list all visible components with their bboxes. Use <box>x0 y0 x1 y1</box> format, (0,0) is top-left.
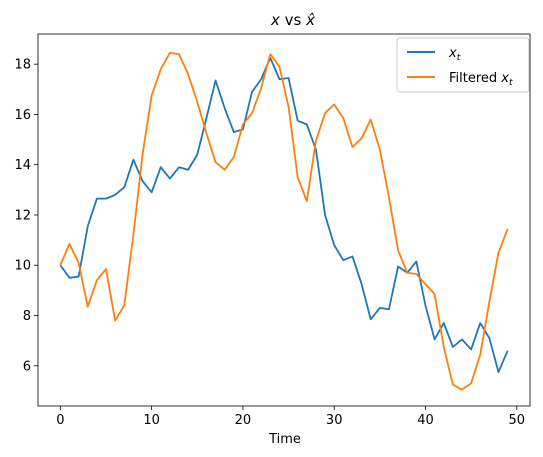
x-tick-label: 50 <box>508 413 525 428</box>
x-axis: 0 10 20 30 40 50 <box>56 406 525 428</box>
series-line-filtered-xt <box>59 51 509 391</box>
chart-title: x vs x̂ <box>270 11 315 29</box>
y-tick-label: 18 <box>14 58 31 73</box>
y-tick-label: 12 <box>14 208 31 223</box>
axes-frame <box>37 33 531 407</box>
x-tick-label: 0 <box>56 413 64 428</box>
legend-label-filtered: Filtered xt <box>449 71 513 88</box>
y-tick-label: 6 <box>23 359 31 374</box>
x-tick-label: 40 <box>417 413 434 428</box>
x-tick-label: 30 <box>326 413 343 428</box>
legend: xt Filtered xt <box>396 37 530 93</box>
x-tick-label: 20 <box>235 413 252 428</box>
y-tick-label: 16 <box>14 108 31 123</box>
x-tick-label: 10 <box>143 413 160 428</box>
y-axis: 6 8 10 12 14 16 18 <box>14 58 38 374</box>
series-layer <box>59 51 509 391</box>
series-line-xt <box>59 56 509 373</box>
legend-label-xt: xt <box>448 46 461 63</box>
y-tick-label: 14 <box>14 158 31 173</box>
y-tick-label: 10 <box>14 259 31 274</box>
y-tick-label: 8 <box>23 309 31 324</box>
x-axis-label: Time <box>268 432 301 447</box>
plot-area <box>37 33 531 407</box>
